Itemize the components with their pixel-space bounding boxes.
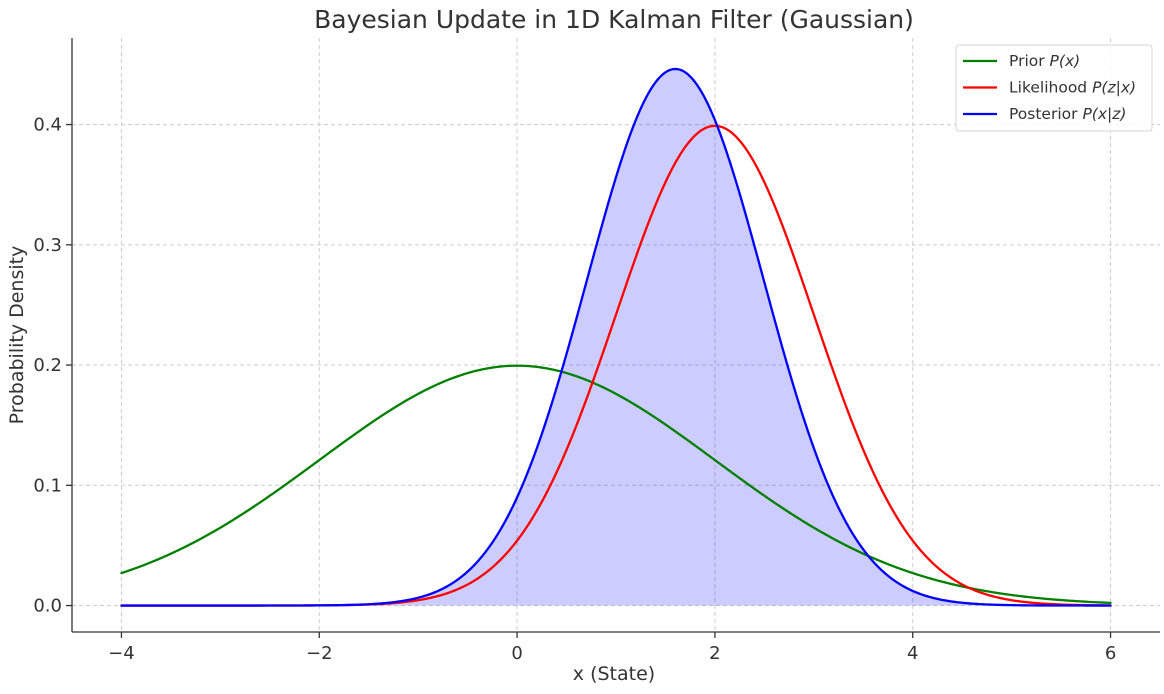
likelihood-legend-label: Likelihood P(z|x)	[1009, 79, 1136, 97]
y-tick-label: 0.4	[33, 115, 62, 136]
y-tick-label: 0.2	[33, 355, 62, 376]
series-lines	[120, 67, 1112, 607]
y-axis-label: Probability Density	[6, 246, 28, 425]
x-tick-label: −4	[108, 643, 135, 664]
x-tick-label: 6	[1105, 643, 1116, 664]
x-tick-label: 4	[907, 643, 918, 664]
legend-frame	[955, 44, 1153, 132]
x-axis-label: x (State)	[573, 663, 655, 685]
y-ticks: 0.0 0.1 0.2 0.3 0.4	[33, 115, 72, 617]
axes	[71, 38, 1160, 633]
x-tick-label: 0	[511, 643, 522, 664]
posterior-series-line	[120, 67, 1112, 607]
y-tick-label: 0.3	[33, 235, 62, 256]
y-tick-label: 0.1	[33, 475, 62, 496]
posterior-fill	[121, 68, 1111, 606]
y-tick-label: 0.0	[33, 596, 62, 617]
legend: Prior P(x) Likelihood P(z|x) Posterior P(x…	[955, 44, 1153, 132]
x-tick-label: 2	[709, 643, 720, 664]
prior-legend-label: Prior P(x)	[1009, 52, 1080, 70]
prior-series-line	[120, 364, 1112, 605]
chart-title: Bayesian Update in 1D Kalman Filter (Gau…	[314, 5, 914, 34]
x-tick-label: −2	[306, 643, 333, 664]
x-ticks: −4 −2 0 2 4 6	[108, 632, 1116, 664]
posterior-legend-label: Posterior P(x|z)	[1009, 105, 1126, 123]
legend-items: Prior P(x) Likelihood P(z|x) Posterior P(x…	[963, 52, 1136, 123]
posterior-fill-area	[121, 68, 1111, 606]
